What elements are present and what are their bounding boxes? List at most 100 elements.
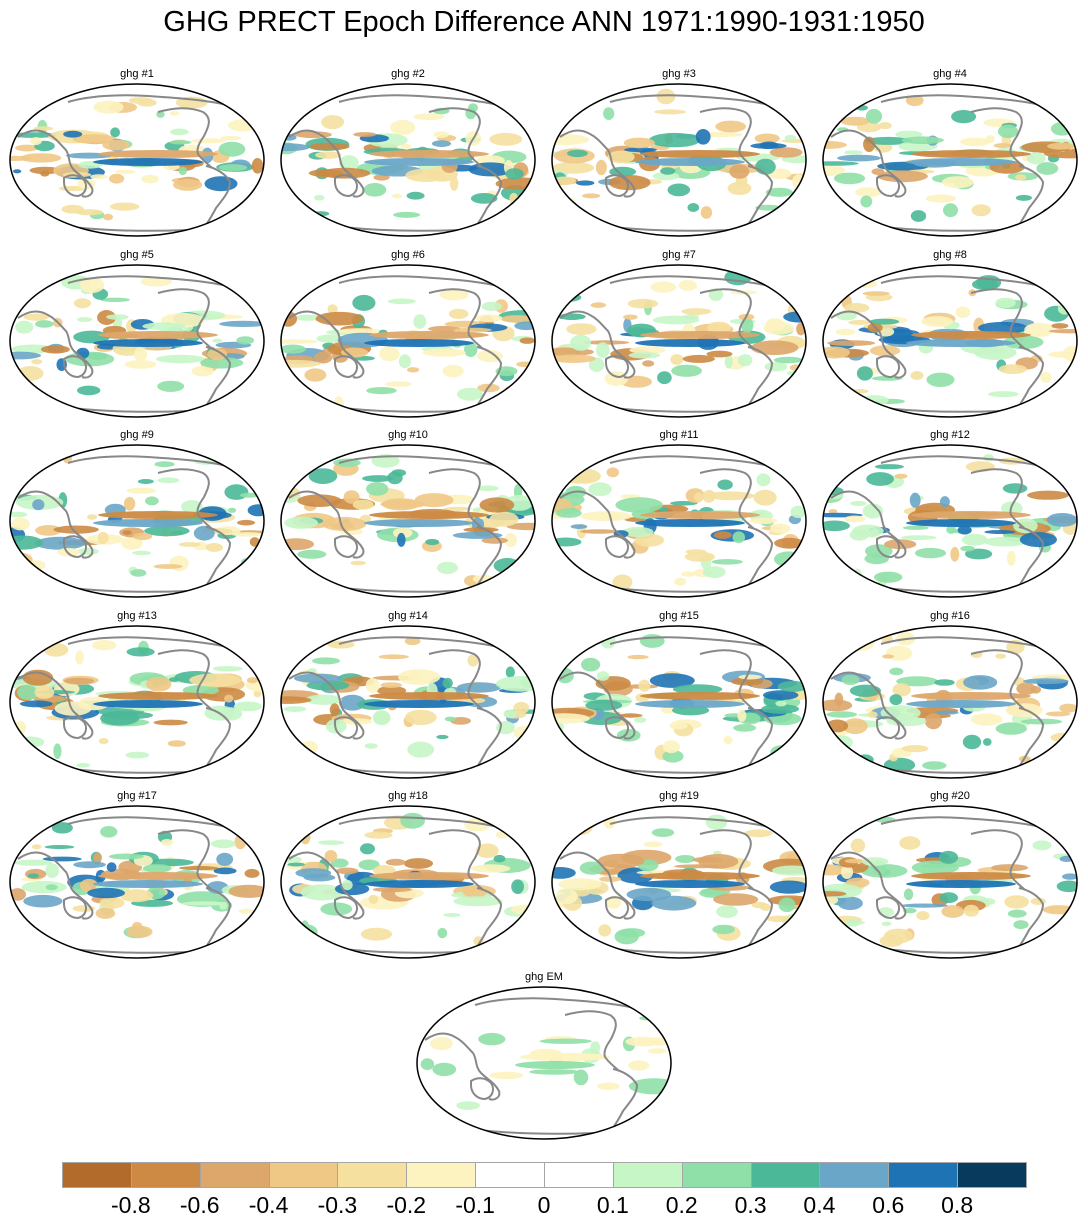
anomaly-blob: [864, 553, 889, 565]
coastline: [288, 490, 365, 559]
map-panel: ghg #1: [8, 68, 266, 238]
anomaly-blob: [555, 888, 578, 905]
anomaly-blob: [840, 116, 870, 126]
coastline: [428, 829, 484, 891]
anomaly-blob: [603, 107, 615, 120]
anomaly-blob: [400, 143, 412, 149]
anomaly-blob: [733, 724, 757, 732]
anomaly-blob: [615, 497, 663, 513]
anomaly-blob: [456, 1101, 480, 1110]
coastline: [609, 636, 775, 649]
anomaly-blob: [103, 213, 113, 221]
anomaly-blob: [464, 342, 478, 358]
map-border: [822, 83, 1078, 237]
anomaly-blob: [648, 1048, 667, 1054]
map-border: [822, 264, 1078, 418]
coastline: [157, 107, 213, 169]
coastline: [970, 649, 1026, 711]
anomaly-blob: [10, 107, 31, 119]
colorbar-tick-label: -0.6: [179, 1192, 220, 1218]
coastline: [1016, 165, 1045, 229]
coastline: [334, 896, 358, 920]
anomaly-blob: [823, 699, 853, 712]
colorbar-swatch: [612, 1162, 683, 1188]
panel-title: ghg #19: [659, 790, 699, 802]
anomaly-blob: [312, 657, 340, 665]
anomaly-blob: [628, 1060, 650, 1071]
anomaly-blob: [251, 158, 264, 174]
anomaly-blob: [297, 549, 327, 559]
anomaly-blob: [823, 864, 850, 876]
anomaly-band: [635, 158, 745, 166]
anomaly-blob: [442, 677, 453, 689]
anomaly-blob: [597, 1082, 620, 1091]
anomaly-blob: [115, 169, 136, 174]
coastline: [424, 1032, 501, 1101]
map-panel: ghg #11: [550, 429, 808, 599]
anomaly-blob: [475, 314, 503, 323]
anomaly-blob: [32, 499, 45, 511]
colorbar: [62, 1162, 1027, 1190]
anomaly-blob: [1062, 873, 1077, 880]
anomaly-blob: [998, 364, 1027, 374]
anomaly-blob: [34, 536, 86, 550]
anomaly-blob: [169, 555, 189, 572]
anomaly-band: [98, 331, 218, 339]
anomaly-blob: [316, 334, 345, 343]
anomaly-blob: [333, 458, 361, 467]
colorbar-swatch: [406, 1162, 477, 1188]
anomaly-blob: [153, 564, 183, 569]
anomaly-blob: [1002, 483, 1028, 494]
anomaly-blob: [160, 839, 174, 846]
anomaly-blob: [856, 754, 874, 766]
anomaly-blob: [93, 100, 124, 114]
coastline: [428, 288, 484, 350]
anomaly-blob: [336, 867, 359, 875]
anomaly-blob: [960, 137, 990, 147]
anomaly-blob: [210, 839, 236, 849]
anomaly-blob: [13, 859, 53, 866]
anomaly-blob: [674, 577, 687, 586]
anomaly-blob: [413, 113, 445, 121]
anomaly-blob: [519, 337, 535, 344]
anomaly-blob: [840, 865, 854, 879]
anomaly-blob: [712, 924, 735, 935]
anomaly-blob: [281, 339, 318, 344]
colorbar-tick-label: 0.6: [872, 1192, 905, 1218]
anomaly-blob: [844, 515, 866, 523]
anomaly-blob: [706, 350, 733, 358]
anomaly-blob: [877, 170, 928, 183]
coastline: [1016, 887, 1045, 951]
anomaly-band: [635, 700, 745, 708]
map-panel: ghg #3: [550, 68, 808, 238]
anomaly-blob: [422, 348, 466, 357]
anomaly-blob: [239, 492, 259, 498]
coastline: [474, 707, 503, 771]
anomaly-blob: [869, 318, 900, 325]
anomaly-blob: [140, 276, 172, 287]
anomaly-blob: [713, 531, 732, 539]
coastline: [559, 129, 636, 198]
colorbar-tick-label: -0.2: [386, 1192, 427, 1218]
anomaly-blob: [393, 211, 421, 218]
coastline: [474, 346, 503, 410]
anomaly-blob: [856, 366, 873, 381]
anomaly-blob: [972, 278, 998, 291]
panel-title: ghg #8: [933, 249, 967, 261]
anomaly-blob: [157, 380, 185, 392]
anomaly-blob: [1056, 880, 1077, 893]
anomaly-blob: [874, 464, 904, 470]
anomaly-blob: [227, 507, 237, 513]
anomaly-blob: [390, 119, 416, 135]
anomaly-blob: [106, 314, 129, 320]
coastline: [699, 107, 755, 169]
coastline: [830, 310, 907, 379]
anomaly-blob: [224, 484, 249, 500]
anomaly-blob: [618, 928, 646, 938]
anomaly-blob: [670, 354, 684, 365]
anomaly-blob: [997, 124, 1019, 139]
anomaly-blob: [865, 108, 883, 124]
anomaly-blob: [205, 543, 223, 552]
map-border: [280, 264, 536, 418]
anomaly-blob: [31, 359, 43, 365]
